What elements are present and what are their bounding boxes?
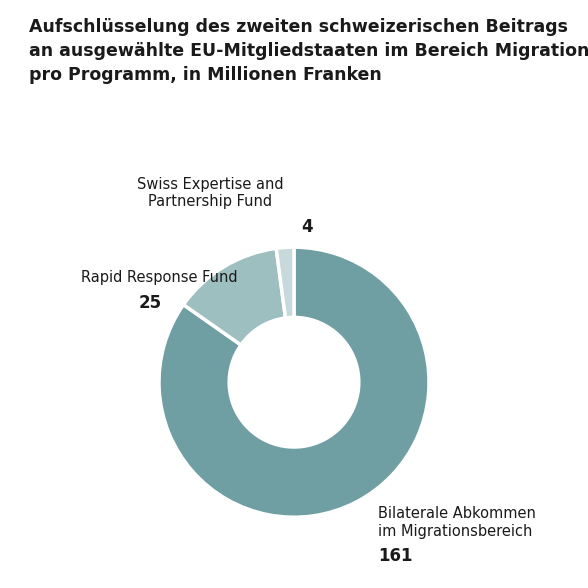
Text: 25: 25 xyxy=(139,294,162,312)
Wedge shape xyxy=(183,248,285,345)
Text: Rapid Response Fund: Rapid Response Fund xyxy=(81,270,238,285)
Text: Aufschlüsselung des zweiten schweizerischen Beitrags
an ausgewählte EU-Mitglieds: Aufschlüsselung des zweiten schweizerisc… xyxy=(29,18,588,84)
Text: 161: 161 xyxy=(377,547,412,565)
Text: 4: 4 xyxy=(302,218,313,236)
Wedge shape xyxy=(276,247,294,318)
Text: Swiss Expertise and
Partnership Fund: Swiss Expertise and Partnership Fund xyxy=(137,177,283,209)
Text: Bilaterale Abkommen
im Migrationsbereich: Bilaterale Abkommen im Migrationsbereich xyxy=(377,506,536,539)
Wedge shape xyxy=(159,247,429,517)
